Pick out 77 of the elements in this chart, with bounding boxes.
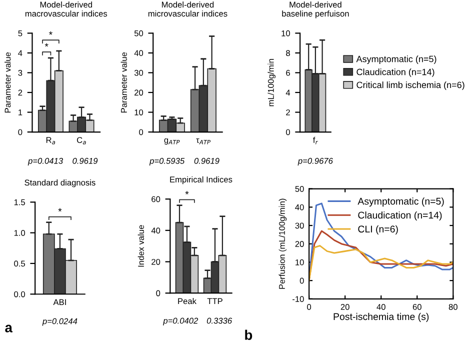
y-tick-label: 0.0: [14, 291, 26, 298]
x-axis-title: Post-ischemia time (s): [334, 312, 429, 322]
x-tick-label: C$_{a}$: [76, 137, 86, 144]
x-tick-label: f$_{r}$: [313, 136, 318, 144]
x-tick-label: 60: [412, 304, 422, 310]
legend-label: Asymptomatic (n=5): [356, 56, 436, 64]
y-tick-label: 40: [134, 50, 144, 56]
y-tick-label: 50: [134, 30, 144, 36]
y-tick-label: 0: [139, 129, 144, 136]
y-tick-label: 0.5: [14, 260, 26, 267]
y-tick-label: 3: [18, 70, 22, 76]
y-axis-title: Parameter value: [4, 52, 11, 112]
x-tick-label: 80: [448, 304, 458, 310]
y-tick-label: 0: [300, 278, 304, 284]
y-tick-label: 1.0: [14, 230, 26, 236]
x-tick-label: τ$_{ATP}$: [196, 138, 210, 144]
text: p=0.5935: [149, 158, 185, 166]
y-tick-label: 0: [18, 129, 22, 136]
text: 0.9619: [72, 158, 98, 164]
x-tick-label: 0: [307, 304, 312, 310]
x-tick-label: g$_{ATP}$: [164, 138, 180, 145]
y-tick-label: -10: [292, 296, 304, 302]
y-tick-label: 2: [286, 109, 290, 116]
chart-title: Empirical Indices: [170, 176, 232, 184]
legend-label: Asymptomatic (n=5): [358, 198, 444, 207]
y-tick-label: 40: [151, 228, 160, 234]
chart-title: Standard diagnosis: [24, 179, 96, 188]
chart-title: Model-derived baseline perfuison: [282, 1, 349, 18]
x-tick-label: TTP: [207, 298, 222, 304]
y-tick-label: 2: [18, 90, 22, 96]
text: *: [185, 190, 189, 194]
legend-label: Critical limb ischemia (n=6): [356, 82, 464, 90]
y-tick-label: 30: [295, 222, 304, 229]
chart-title: Model-derived microvascular indices: [148, 1, 228, 17]
annotation: *: [44, 43, 48, 47]
legend-label: Claudication (n=14): [358, 211, 442, 221]
y-tick-label: 10: [296, 259, 304, 266]
y-axis-title: mL/100g/min: [268, 59, 276, 106]
annotation: *: [48, 31, 52, 35]
y-tick-label: 5: [18, 30, 22, 36]
x-tick-label: 20: [340, 304, 350, 310]
text: p=0.0402: [162, 318, 198, 326]
y-tick-label: 20: [134, 90, 144, 96]
y-tick-label: 8: [286, 50, 290, 56]
x-tick-label: Peak: [178, 298, 196, 304]
y-tick-label: 10: [282, 30, 290, 36]
text: p=0.0244: [42, 318, 78, 326]
text: a: [5, 324, 13, 332]
y-tick-label: 6: [286, 70, 290, 76]
y-tick-label: 10: [134, 109, 144, 116]
y-tick-label: 0: [286, 129, 290, 136]
y-tick-label: 1: [18, 110, 22, 116]
y-tick-label: 4: [286, 90, 290, 96]
x-tick-label: R$_{a}$: [46, 137, 56, 144]
text: p=0.0413: [28, 158, 63, 166]
y-tick-label: 20: [295, 241, 304, 247]
annotation: *: [58, 208, 62, 212]
text: p=0.9676: [298, 158, 333, 166]
y-axis-title: Perfusion (mL/100g/min): [278, 198, 287, 289]
y-tick-label: 4: [18, 50, 22, 56]
y-tick-label: 0: [156, 290, 160, 296]
y-tick-label: 20: [152, 258, 160, 265]
y-axis-title: Index value: [138, 225, 144, 267]
chart-title: Model-derived macrovascular indices: [25, 1, 108, 17]
x-tick-label: 40: [376, 304, 386, 310]
y-tick-label: 50: [295, 186, 304, 192]
y-tick-label: 60: [152, 196, 160, 202]
text: 0.3336: [206, 318, 232, 324]
y-tick-label: 40: [295, 204, 304, 210]
y-tick-label: 30: [134, 70, 144, 76]
y-axis-title: Parameter value: [120, 52, 127, 112]
legend-label: CLI (n=6): [358, 225, 398, 234]
x-tick-label: ABI: [53, 299, 66, 306]
text: 0.9619: [194, 158, 220, 164]
y-tick-label: 1.5: [14, 199, 26, 206]
legend-label: Claudication (n=14): [356, 68, 434, 77]
text: b: [245, 330, 252, 340]
